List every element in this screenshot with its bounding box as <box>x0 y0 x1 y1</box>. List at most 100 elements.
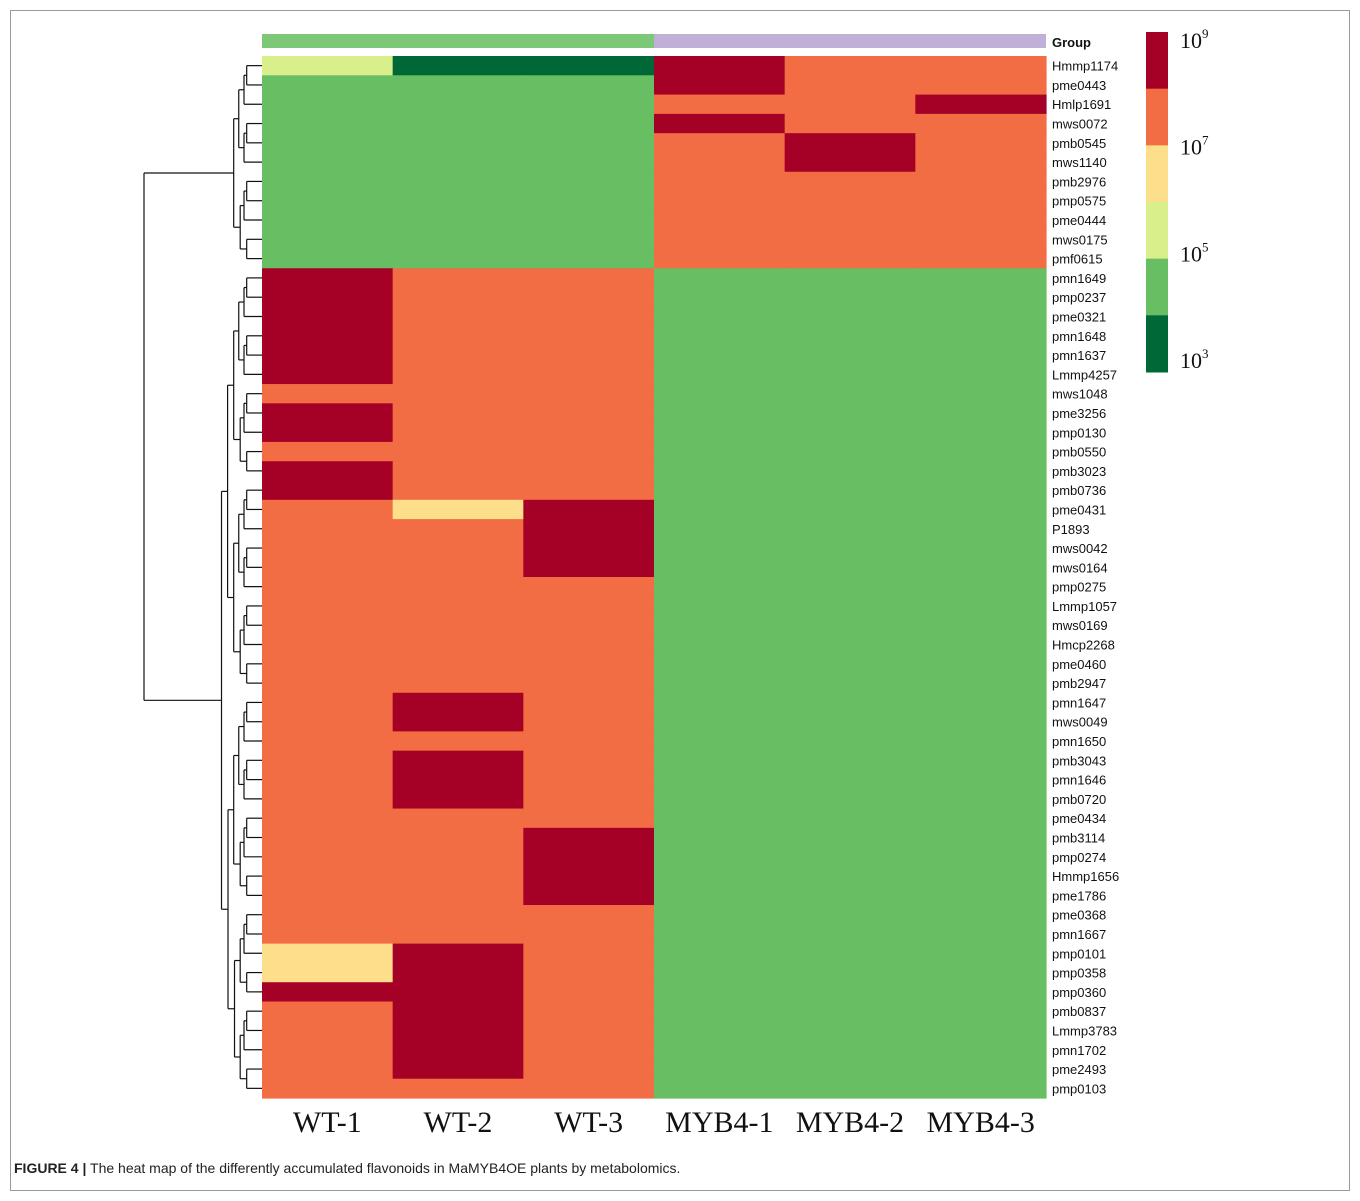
heatmap-cell <box>784 577 916 597</box>
legend-tick-label: 103 <box>1180 346 1209 373</box>
heatmap-cell <box>392 461 524 482</box>
legend-swatch <box>1146 202 1168 260</box>
row-label: mws0175 <box>1052 232 1108 247</box>
heatmap-cell <box>784 422 916 443</box>
row-label: mws0169 <box>1052 618 1108 633</box>
row-label: pmp0274 <box>1052 850 1106 865</box>
heatmap-cell <box>523 422 655 443</box>
heatmap-cell <box>654 287 786 308</box>
heatmap-cell <box>262 75 394 96</box>
heatmap-cell <box>915 808 1047 829</box>
heatmap-cell <box>262 731 394 752</box>
heatmap-cell <box>262 94 394 115</box>
heatmap-cell <box>523 982 655 1003</box>
heatmap-cell <box>784 557 916 578</box>
heatmap-cell <box>392 191 524 211</box>
heatmap-cell <box>523 113 655 134</box>
heatmap-cell <box>654 673 786 694</box>
heatmap-cells <box>262 56 1047 1099</box>
heatmap-cell <box>262 557 394 578</box>
heatmap-cell <box>784 210 916 231</box>
heatmap-cell <box>392 962 524 983</box>
row-label: pmp0275 <box>1052 580 1106 595</box>
heatmap-cell <box>654 326 786 347</box>
heatmap-cell <box>262 692 394 713</box>
heatmap-cell <box>262 712 394 732</box>
heatmap-cell <box>784 789 916 810</box>
heatmap-cell <box>523 94 655 115</box>
heatmap-cell <box>915 461 1047 482</box>
heatmap-cell <box>784 94 916 115</box>
heatmap-cell <box>392 943 524 964</box>
heatmap-cell <box>392 654 524 675</box>
row-label: mws0072 <box>1052 117 1108 132</box>
row-label: pmp0130 <box>1052 425 1106 440</box>
heatmap-cell <box>654 422 786 443</box>
heatmap-cell <box>523 866 655 887</box>
heatmap-cell <box>262 113 394 134</box>
heatmap-cell <box>392 905 524 925</box>
heatmap-cell <box>784 191 916 211</box>
heatmap-cell <box>915 345 1047 366</box>
row-label: P1893 <box>1052 522 1090 537</box>
heatmap-cell <box>392 885 524 906</box>
heatmap-cell <box>392 113 524 134</box>
heatmap-cell <box>654 943 786 964</box>
heatmap-cell <box>654 731 786 752</box>
heatmap-cell <box>784 268 916 289</box>
heatmap-cell <box>392 248 524 269</box>
column-label: WT-3 <box>554 1106 623 1139</box>
column-label: MYB4-2 <box>796 1106 904 1139</box>
heatmap-cell <box>392 769 524 790</box>
heatmap-cell <box>784 364 916 385</box>
legend-swatch <box>1146 145 1168 203</box>
row-label: pme0460 <box>1052 657 1106 672</box>
heatmap-cell <box>262 789 394 810</box>
heatmap-cell <box>915 499 1047 520</box>
heatmap-cell <box>784 152 916 173</box>
row-label: mws1140 <box>1052 155 1107 170</box>
heatmap-cell <box>392 364 524 385</box>
row-label: pmp0101 <box>1052 946 1106 961</box>
heatmap-cell <box>523 769 655 790</box>
heatmap-cell <box>784 827 916 848</box>
heatmap-cell <box>392 287 524 308</box>
heatmap-cell <box>784 248 916 269</box>
legend-tick-label: 105 <box>1180 239 1209 266</box>
heatmap-cell <box>915 943 1047 964</box>
heatmap-cell <box>523 615 655 636</box>
heatmap-cell <box>915 287 1047 308</box>
heatmap-cell <box>784 461 916 482</box>
row-label: pmn1646 <box>1052 773 1106 788</box>
heatmap-cell <box>262 827 394 848</box>
row-label: pmb3043 <box>1052 753 1106 768</box>
row-label: pmn1647 <box>1052 695 1106 710</box>
row-label: pme0443 <box>1052 78 1106 93</box>
heatmap-cell <box>523 577 655 597</box>
row-label: pmp0103 <box>1052 1081 1106 1096</box>
heatmap-cell <box>784 1020 916 1041</box>
heatmap-cell <box>654 808 786 829</box>
heatmap-cell <box>523 229 655 250</box>
heatmap-cell <box>915 577 1047 597</box>
heatmap-cell <box>262 750 394 771</box>
heatmap-cell <box>262 519 394 540</box>
heatmap-cell <box>392 75 524 96</box>
heatmap-cell <box>262 924 394 945</box>
heatmap-cell <box>392 808 524 829</box>
heatmap-cell <box>654 306 786 327</box>
heatmap-cell <box>523 1078 655 1099</box>
heatmap-cell <box>784 750 916 771</box>
heatmap-cell <box>654 1078 786 1099</box>
heatmap-cell <box>523 962 655 983</box>
heatmap-cell <box>915 1059 1047 1080</box>
caption-label: FIGURE 4 | <box>14 1160 87 1176</box>
heatmap-cell <box>392 673 524 694</box>
heatmap-cell <box>523 306 655 327</box>
group-label: Group <box>1052 35 1091 50</box>
heatmap-cell <box>262 654 394 675</box>
heatmap-cell <box>784 403 916 424</box>
heatmap-cell <box>915 538 1047 559</box>
heatmap-cell <box>915 905 1047 925</box>
row-label: Hmmp1656 <box>1052 869 1119 884</box>
